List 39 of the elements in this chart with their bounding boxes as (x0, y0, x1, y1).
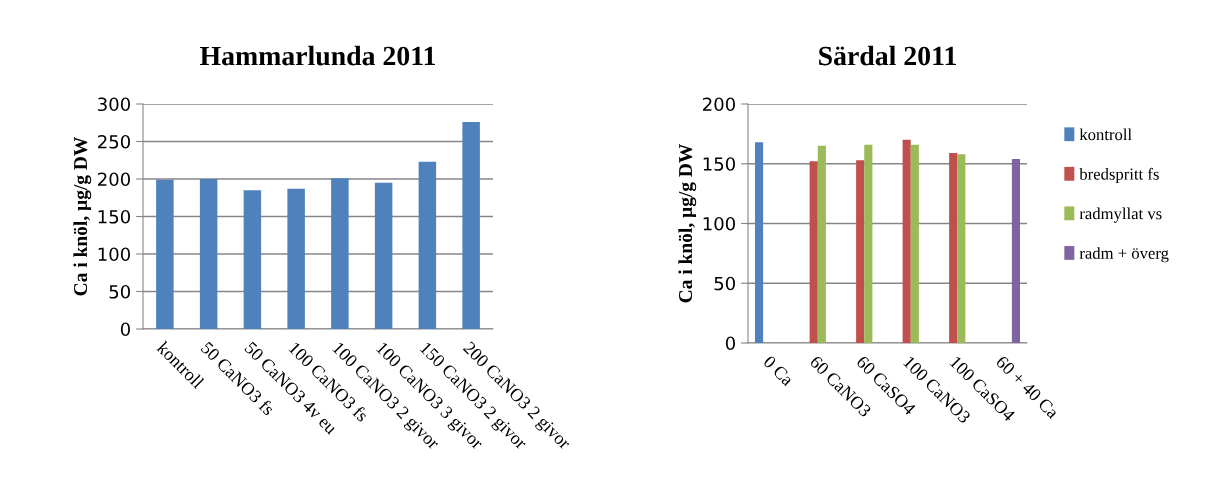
bar (949, 152, 958, 343)
legend-label: kontroll (1079, 128, 1132, 141)
y-tick-label: 200 (98, 172, 130, 187)
legend-label: radm + överg (1079, 247, 1169, 263)
legend-label: bredspritt fs (1079, 167, 1159, 184)
bar (864, 144, 873, 343)
y-tick-label: 50 (109, 284, 130, 299)
y-tick-label: 100 (98, 247, 130, 262)
y-tick-label: 150 (703, 157, 735, 171)
y-tick-label: 100 (703, 216, 735, 231)
y-tick-label: 0 (120, 322, 130, 337)
y-tick-label: 150 (98, 209, 130, 224)
bar (910, 144, 919, 343)
bar (156, 179, 174, 329)
x-tick-label: 0 Ca (762, 354, 795, 387)
bar (809, 161, 818, 343)
bar (331, 178, 349, 329)
chart-title: Särdal 2011 (819, 45, 956, 66)
y-tick-label: 300 (98, 97, 130, 112)
bar (199, 179, 218, 329)
bar (1011, 158, 1021, 343)
bar (856, 160, 865, 343)
y-axis-title: Ca i knöl, µg/g DW (73, 136, 92, 296)
bar (902, 139, 911, 343)
bar (817, 145, 826, 343)
bar (418, 161, 437, 329)
bar (287, 188, 305, 329)
y-tick-label: 200 (703, 97, 735, 112)
legend-label: radmyllat vs (1079, 207, 1162, 223)
y-tick-label: 250 (98, 134, 130, 149)
y-axis-title: Ca i knöl, µg/g DW (678, 143, 697, 303)
bar (243, 190, 262, 329)
bar (957, 154, 966, 343)
chart-title: Hammarlunda 2011 (200, 45, 436, 66)
bar (754, 142, 764, 343)
y-tick-label: 0 (725, 336, 735, 351)
bar (462, 122, 480, 329)
y-tick-label: 50 (714, 276, 735, 291)
bar (374, 182, 393, 329)
